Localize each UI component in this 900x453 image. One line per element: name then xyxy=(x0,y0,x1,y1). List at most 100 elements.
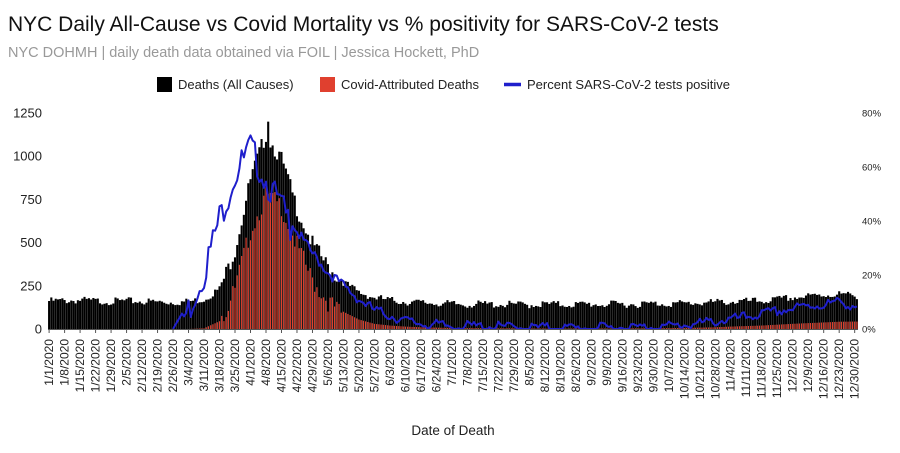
all-cause-bar xyxy=(52,300,55,329)
all-cause-bar xyxy=(605,305,608,329)
all-cause-bar xyxy=(647,302,650,329)
covid-bar xyxy=(672,328,674,329)
all-cause-bar xyxy=(599,305,602,329)
covid-bar xyxy=(679,328,681,329)
all-cause-bar xyxy=(125,298,128,329)
all-cause-bar xyxy=(439,305,442,329)
all-cause-bar xyxy=(561,305,564,329)
covid-bar xyxy=(331,297,333,329)
all-cause-bar xyxy=(320,256,323,329)
covid-bar xyxy=(699,327,701,329)
covid-bar xyxy=(205,327,207,329)
covid-bar xyxy=(364,321,367,329)
all-cause-bar xyxy=(804,295,808,329)
all-cause-bar xyxy=(829,296,832,329)
y-tick-label: 750 xyxy=(20,192,42,207)
all-cause-bar xyxy=(532,307,535,329)
all-cause-bar xyxy=(413,300,416,329)
all-cause-bar xyxy=(357,290,360,329)
covid-bar xyxy=(318,297,320,329)
x-tick-label: 3/4/2020 xyxy=(182,339,196,386)
all-cause-bar xyxy=(652,302,655,329)
all-cause-bar xyxy=(50,297,53,329)
all-cause-bar xyxy=(696,303,699,329)
all-cause-bar xyxy=(67,302,71,329)
all-cause-bar xyxy=(669,306,673,329)
covid-bar xyxy=(506,328,508,329)
x-tick-label: 12/30/2020 xyxy=(848,339,862,399)
all-cause-bar xyxy=(464,306,467,329)
covid-bar xyxy=(393,325,395,329)
all-cause-bar xyxy=(225,266,228,329)
all-cause-bar xyxy=(616,302,619,329)
all-cause-bar xyxy=(796,298,799,329)
all-cause-bar xyxy=(824,296,827,329)
all-cause-bar xyxy=(79,300,82,329)
all-cause-bar xyxy=(59,299,62,329)
covid-bar xyxy=(311,277,314,329)
all-cause-bar xyxy=(90,299,93,329)
all-cause-bar xyxy=(110,304,113,329)
covid-bar xyxy=(769,325,772,329)
covid-bar xyxy=(544,328,546,329)
covid-bar xyxy=(610,328,612,329)
all-cause-bar xyxy=(349,285,352,329)
all-cause-bar xyxy=(351,284,354,329)
all-cause-bar xyxy=(105,303,108,329)
covid-bar xyxy=(683,327,685,329)
all-cause-bar xyxy=(747,300,750,329)
covid-bar xyxy=(409,326,411,329)
covid-bar xyxy=(787,324,789,329)
all-cause-bar xyxy=(756,301,759,329)
covid-bar xyxy=(289,234,291,329)
covid-bar xyxy=(395,325,398,329)
all-cause-bar xyxy=(791,300,794,329)
covid-bar xyxy=(322,297,325,329)
all-cause-bar xyxy=(700,305,704,329)
all-cause-bar xyxy=(138,301,141,329)
all-cause-bar xyxy=(342,285,345,329)
all-cause-bar xyxy=(492,307,495,329)
all-cause-bar xyxy=(559,306,562,329)
all-cause-bar xyxy=(353,286,356,329)
covid-bar xyxy=(632,328,634,329)
covid-bar xyxy=(818,322,820,329)
covid-bar xyxy=(838,321,840,329)
all-cause-bar xyxy=(634,306,637,329)
covid-bar xyxy=(703,327,705,329)
all-cause-bar xyxy=(127,297,130,329)
all-cause-bar xyxy=(725,304,728,329)
all-cause-bar xyxy=(136,302,139,329)
all-cause-bar xyxy=(191,300,195,329)
all-cause-bar xyxy=(512,303,515,329)
all-cause-bar xyxy=(568,305,571,329)
all-cause-bar xyxy=(194,298,197,329)
x-tick-label: 7/22/2020 xyxy=(491,339,505,393)
covid-bar xyxy=(314,291,316,329)
covid-bar xyxy=(736,326,738,329)
all-cause-bar xyxy=(594,304,597,329)
covid-bar xyxy=(714,327,716,329)
all-cause-bar xyxy=(116,298,119,329)
covid-bar xyxy=(260,214,263,329)
covid-bar xyxy=(533,328,535,329)
legend-label-positivity: Percent SARS-CoV-2 tests positive xyxy=(527,77,730,92)
all-cause-bar xyxy=(441,303,445,329)
all-cause-bar xyxy=(76,300,79,329)
all-cause-bar xyxy=(636,307,639,329)
legend-swatch-all-cause xyxy=(157,77,172,92)
covid-bar xyxy=(471,328,473,329)
all-cause-bar xyxy=(833,296,836,329)
x-tick-label: 1/29/2020 xyxy=(104,339,118,393)
covid-bar xyxy=(327,311,329,329)
covid-bar xyxy=(599,328,601,329)
all-cause-bar xyxy=(729,302,732,329)
all-cause-bar xyxy=(707,301,710,329)
covid-bar xyxy=(794,323,796,329)
covid-bar xyxy=(535,328,537,329)
all-cause-bar xyxy=(572,306,575,329)
all-cause-bar xyxy=(552,301,555,329)
all-cause-bar xyxy=(656,305,659,329)
all-cause-bar xyxy=(384,299,387,329)
all-cause-bar xyxy=(391,297,394,329)
